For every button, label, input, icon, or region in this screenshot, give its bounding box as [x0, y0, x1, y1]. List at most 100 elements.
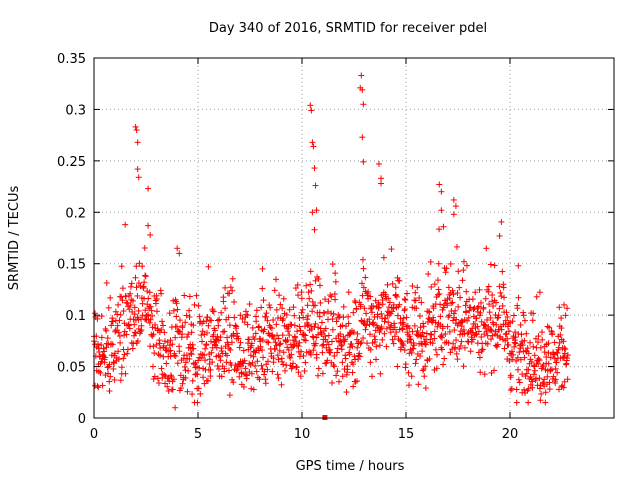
data-point [174, 323, 181, 330]
data-point [157, 345, 164, 352]
data-point [302, 332, 309, 339]
y-tick-label: 0.15 [57, 258, 86, 273]
data-point [369, 320, 376, 327]
data-point [153, 341, 160, 348]
data-point [264, 366, 271, 373]
data-point [253, 307, 260, 314]
data-point [312, 302, 319, 309]
data-point [182, 367, 189, 374]
data-point [299, 306, 306, 313]
data-point [478, 299, 485, 306]
data-point [333, 372, 340, 379]
data-point [263, 310, 270, 317]
data-point [112, 308, 119, 315]
data-point [225, 367, 232, 374]
data-point [186, 355, 193, 362]
data-point [445, 284, 452, 291]
data-point [213, 344, 220, 351]
data-point [465, 314, 472, 321]
data-point [101, 348, 108, 355]
data-point [279, 358, 286, 365]
data-point [544, 323, 551, 330]
data-point [460, 258, 467, 265]
data-point [288, 321, 295, 328]
data-point [403, 314, 410, 321]
data-point [555, 344, 562, 351]
data-point [274, 352, 281, 359]
y-axis-ticks: 0 0.05 0.1 0.15 0.2 0.25 0.3 0.35 [57, 52, 614, 427]
data-point [295, 343, 302, 350]
data-point [176, 343, 183, 350]
data-point [198, 355, 205, 362]
data-point [149, 312, 156, 319]
data-point [101, 354, 108, 361]
data-point [322, 325, 329, 332]
data-point [311, 165, 318, 172]
data-point [558, 325, 565, 332]
data-point [233, 323, 240, 330]
data-point [475, 328, 482, 335]
data-point [285, 346, 292, 353]
data-point [444, 302, 451, 309]
data-point [448, 300, 455, 307]
data-point [300, 331, 307, 338]
data-point [242, 371, 249, 378]
data-point [428, 331, 435, 338]
data-point [463, 262, 470, 269]
data-point [260, 297, 267, 304]
data-point [142, 307, 149, 314]
data-point [225, 341, 232, 348]
data-point [479, 346, 486, 353]
data-point [500, 284, 507, 291]
data-point [190, 322, 197, 329]
data-point [487, 336, 494, 343]
data-point [321, 310, 328, 317]
data-point [473, 315, 480, 322]
data-point [229, 275, 236, 282]
data-point [111, 350, 118, 357]
data-point [316, 282, 323, 289]
data-point [537, 397, 544, 404]
data-point [249, 324, 256, 331]
data-point [391, 333, 398, 340]
data-point [451, 327, 458, 334]
data-point [294, 328, 301, 335]
data-point [460, 326, 467, 333]
data-point [186, 293, 193, 300]
data-point [564, 355, 571, 362]
data-point [411, 342, 418, 349]
data-point [248, 340, 255, 347]
data-point [457, 342, 464, 349]
data-point [95, 384, 102, 391]
data-point [329, 326, 336, 333]
data-point [530, 371, 537, 378]
data-point [433, 365, 440, 372]
data-point [491, 367, 498, 374]
data-point [258, 304, 265, 311]
data-point [292, 285, 299, 292]
data-point [545, 350, 552, 357]
data-point [215, 366, 222, 373]
data-point [147, 303, 154, 310]
data-point [167, 337, 174, 344]
data-point [312, 320, 319, 327]
data-point [155, 380, 162, 387]
data-point [308, 287, 315, 294]
data-point [436, 181, 443, 188]
data-point [400, 342, 407, 349]
data-point [230, 379, 237, 386]
data-point [227, 284, 234, 291]
data-point [519, 342, 526, 349]
data-point [115, 356, 122, 363]
data-point [375, 301, 382, 308]
data-point [511, 343, 518, 350]
data-point [484, 340, 491, 347]
data-point [207, 338, 214, 345]
data-point [167, 347, 174, 354]
data-point [179, 380, 186, 387]
data-point [158, 326, 165, 333]
data-point [556, 304, 563, 311]
data-point [422, 340, 429, 347]
data-point [141, 279, 148, 286]
